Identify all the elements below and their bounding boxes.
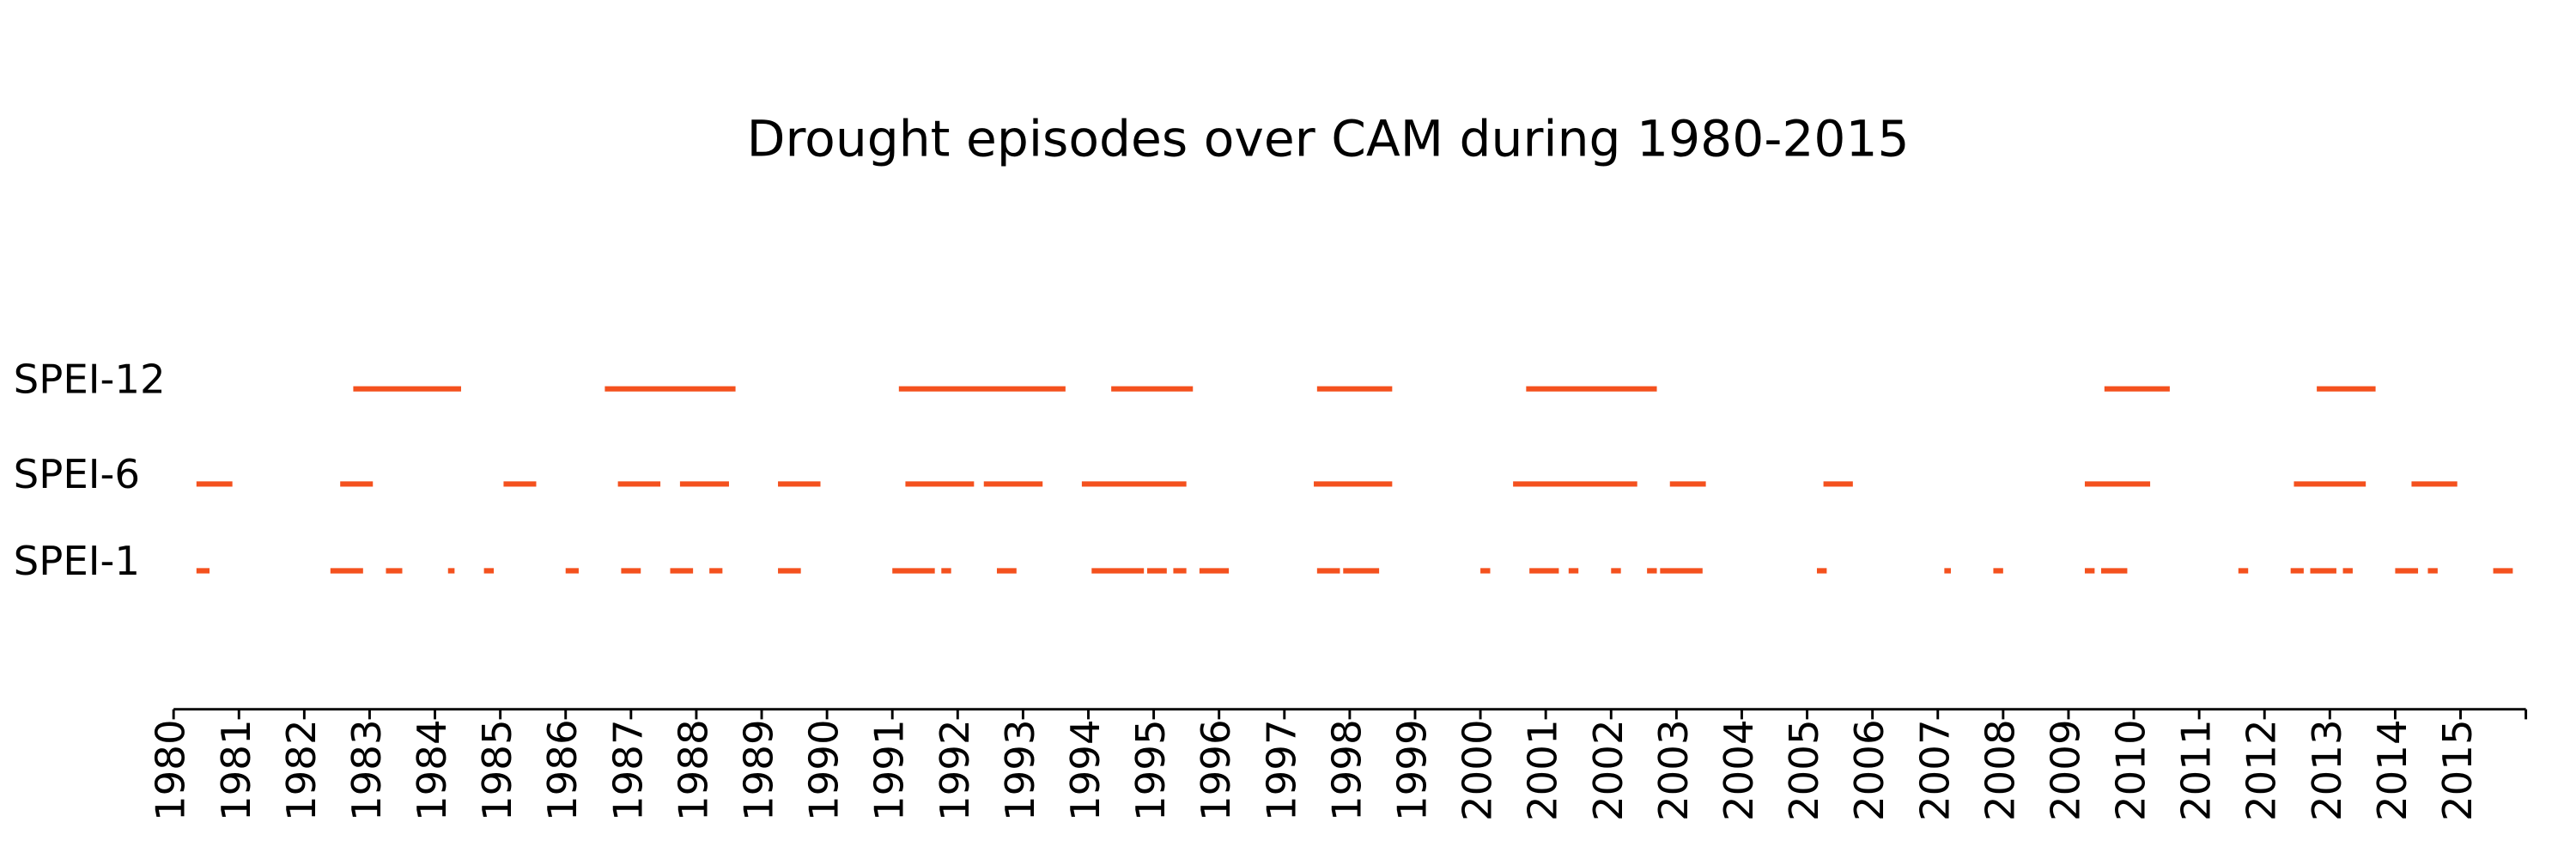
x-tick-label: 2010 [2108,719,2154,821]
x-tick-label: 1988 [670,719,716,821]
x-tick-label: 1992 [932,719,978,821]
x-tick-label: 1998 [1323,719,1370,821]
x-tick-label: 1987 [605,719,651,821]
x-tick-label: 1997 [1258,719,1304,821]
x-tick-label: 1981 [213,719,259,821]
x-tick-label: 1989 [736,719,782,821]
x-tick-label: 2004 [1716,719,1762,821]
x-tick-label: 2014 [2369,719,2415,821]
x-tick-label: 2001 [1520,719,1566,821]
x-tick-label: 2013 [2304,719,2350,821]
x-tick-label: 2006 [1846,719,1893,821]
x-tick-label: 1991 [866,719,913,821]
x-tick-label: 2011 [2173,719,2220,821]
x-tick-label: 2012 [2239,719,2285,821]
x-tick-label: 2007 [1911,719,1958,821]
x-tick-label: 2015 [2434,719,2481,821]
x-tick-label: 1999 [1388,719,1435,821]
x-tick-label: 2008 [1977,719,2023,821]
x-tick-label: 2005 [1781,719,1827,821]
x-tick-label: 1980 [148,719,194,821]
x-tick-label: 2000 [1455,719,1501,821]
series-label: SPEI-1 [14,538,140,584]
x-tick-label: 1990 [801,719,848,821]
x-tick-label: 1995 [1127,719,1174,821]
x-tick-label: 1994 [1062,719,1109,821]
x-tick-label: 1993 [997,719,1043,821]
x-tick-label: 2003 [1650,719,1697,821]
x-tick-label: 2002 [1585,719,1631,821]
series-label: SPEI-6 [14,451,140,497]
x-tick-label: 1985 [474,719,520,821]
x-tick-label: 1982 [278,719,325,821]
x-tick-label: 1983 [343,719,390,821]
chart-title: Drought episodes over CAM during 1980-20… [747,109,1910,168]
x-tick-label: 2009 [2042,719,2088,821]
x-tick-label: 1996 [1193,719,1239,821]
x-tick-label: 1984 [409,719,455,821]
x-tick-label: 1986 [539,719,586,821]
series-label: SPEI-12 [14,356,166,402]
